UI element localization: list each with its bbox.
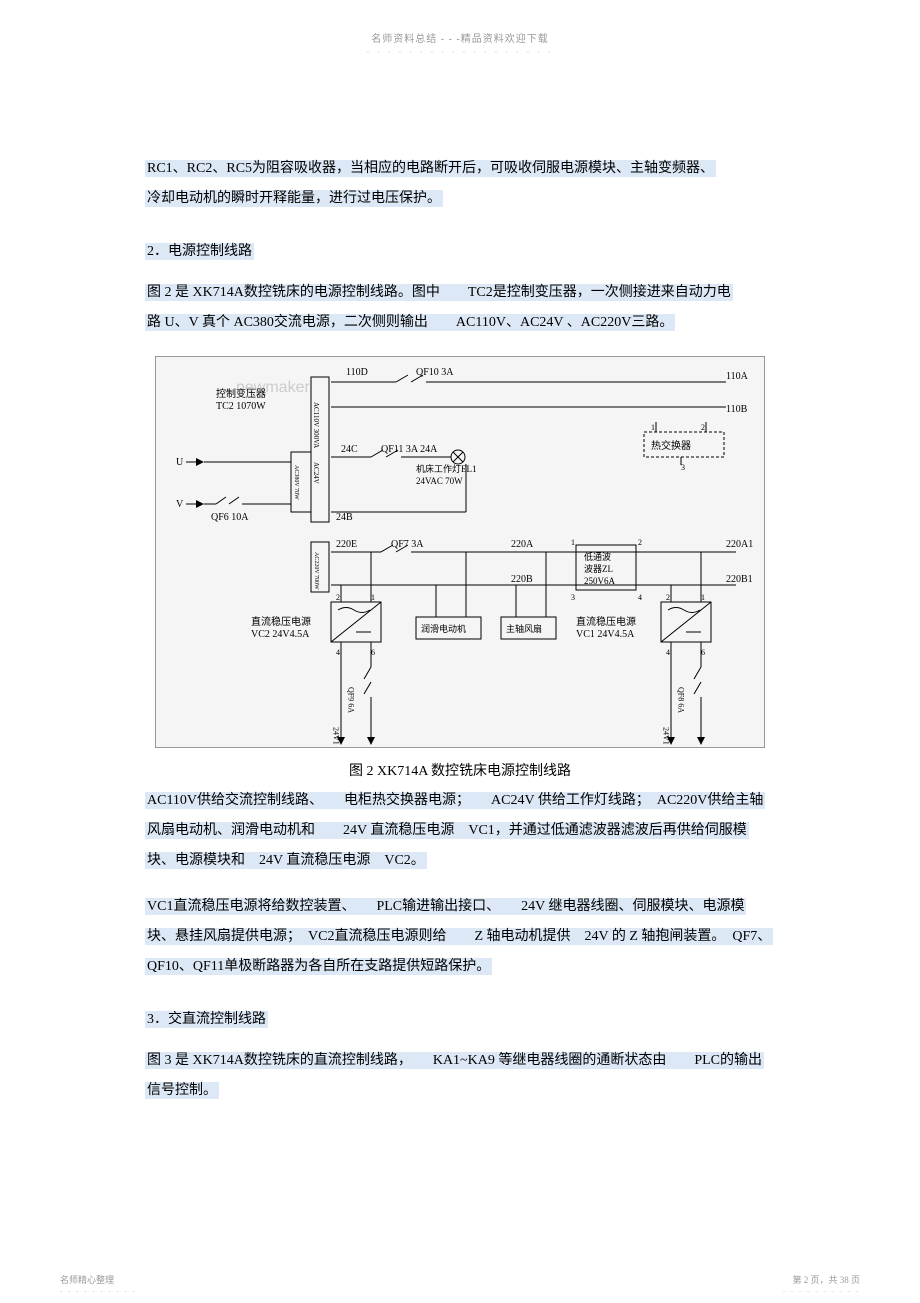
- label-vc2: VC2 24V4.5A: [251, 629, 310, 640]
- paragraph-5: 图 3 是 XK714A数控铣床的直流控制线路， KA1~KA9 等继电器线圈的…: [145, 1048, 775, 1104]
- label-v: V: [176, 499, 184, 510]
- paragraph-4: VC1直流稳压电源将给数控装置、 PLC输进输出接口、 24V 继电器线圈、伺服…: [145, 894, 775, 980]
- label-24v1b: 24V1: [662, 727, 671, 745]
- figure-2-caption: 图 2 XK714A 数控铣床电源控制线路: [145, 760, 775, 780]
- text-line: 3．交直流控制线路: [145, 1011, 268, 1028]
- svg-text:1: 1: [701, 593, 705, 602]
- svg-text:2: 2: [701, 423, 705, 432]
- svg-text:2: 2: [638, 538, 642, 547]
- label-qf9: QF9 6A: [347, 687, 356, 713]
- svg-text:3: 3: [571, 593, 575, 602]
- label-ac380: AC380V 70W: [293, 465, 299, 500]
- label-lowpass2: 波器ZL: [584, 563, 613, 574]
- text-line: RC1、RC2、RC5为阻容吸收器，当相应的电路断开后，可吸收伺服电源模块、主轴…: [145, 160, 716, 177]
- label-ac24v: AC24V: [312, 462, 320, 484]
- svg-text:1: 1: [651, 423, 655, 432]
- label-220B1: 220B1: [726, 574, 753, 585]
- transformer-box: [311, 377, 329, 522]
- label-mainfan: 主轴风扇: [506, 623, 542, 634]
- label-110D: 110D: [346, 367, 368, 378]
- label-220A1: 220A1: [726, 539, 753, 550]
- paragraph-2: 图 2 是 XK714A数控铣床的电源控制线路。图中 TC2是控制变压器，一次侧…: [145, 280, 775, 336]
- text-line: 块、电源模块和 24V 直流稳压电源 VC2。: [145, 852, 427, 869]
- label-ac110v: AC110V 300VA: [312, 402, 320, 448]
- text-line: 信号控制。: [145, 1082, 219, 1099]
- svg-text:4: 4: [666, 648, 670, 657]
- figure-2-diagram: 110D QF10 3A 110A 110B newmaker 控制变压器 TC…: [155, 356, 765, 748]
- label-lubmotor: 润滑电动机: [421, 623, 466, 634]
- label-110A: 110A: [726, 371, 749, 382]
- paragraph-3: AC110V供给交流控制线路、 电柜热交换器电源； AC24V 供给工作灯线路；…: [145, 788, 775, 874]
- header-title: 名师资料总结 - - -精品资料欢迎下载: [0, 0, 920, 45]
- text-line: VC1直流稳压电源将给数控装置、 PLC输进输出接口、 24V 继电器线圈、伺服…: [145, 898, 746, 915]
- svg-text:2: 2: [336, 593, 340, 602]
- label-qf6: QF6 10A: [211, 512, 249, 523]
- text-line: 路 U、V 真个 AC380交流电源，二次侧则输出 AC110V、AC24V 、…: [145, 314, 675, 331]
- label-tc2: TC2 1070W: [216, 401, 266, 412]
- text-line: 图 3 是 XK714A数控铣床的直流控制线路， KA1~KA9 等继电器线圈的…: [145, 1052, 764, 1069]
- label-110B: 110B: [726, 404, 748, 415]
- svg-text:6: 6: [371, 648, 375, 657]
- label-qf11: QF11 3A 24A: [381, 444, 438, 455]
- label-u: U: [176, 457, 184, 468]
- label-24C: 24C: [341, 444, 358, 455]
- label-worklight: 机床工作灯EL1: [416, 463, 477, 474]
- footer-dots-right: - - - - - - - - - -: [783, 1287, 860, 1295]
- paragraph-1: RC1、RC2、RC5为阻容吸收器，当相应的电路断开后，可吸收伺服电源模块、主轴…: [145, 156, 775, 212]
- text-line: 图 2 是 XK714A数控铣床的电源控制线路。图中 TC2是控制变压器，一次侧…: [145, 284, 733, 301]
- svg-text:2: 2: [666, 593, 670, 602]
- label-24v1: 24V1: [332, 727, 341, 745]
- text-line: 风扇电动机、润滑电动机和 24V 直流稳压电源 VC1，并通过低通滤波器滤波后再…: [145, 822, 749, 839]
- label-ctrl-trans: 控制变压器: [216, 387, 266, 400]
- text-line: 冷却电动机的瞬时开释能量，进行过电压保护。: [145, 190, 443, 207]
- svg-text:4: 4: [638, 593, 642, 602]
- svg-text:4: 4: [336, 648, 340, 657]
- text-line: 块、悬挂风扇提供电源； VC2直流稳压电源则给 Z 轴电动机提供 24V 的 Z…: [145, 928, 773, 945]
- label-dcps2: 直流稳压电源: [576, 615, 636, 628]
- circuit-diagram-svg: 110D QF10 3A 110A 110B newmaker 控制变压器 TC…: [156, 357, 766, 749]
- footer-dots-left: - - - - - - - - - -: [60, 1287, 137, 1295]
- svg-text:1: 1: [371, 593, 375, 602]
- text-line: AC110V供给交流控制线路、 电柜热交换器电源； AC24V 供给工作灯线路；…: [145, 792, 765, 809]
- footer-left: 名师精心整理: [60, 1273, 114, 1286]
- figure-2-wrap: 110D QF10 3A 110A 110B newmaker 控制变压器 TC…: [145, 356, 775, 780]
- svg-text:6: 6: [701, 648, 705, 657]
- label-lowpass1: 低通波: [584, 551, 611, 562]
- label-dcps1: 直流稳压电源: [251, 615, 311, 628]
- label-worklight24: 24VAC 70W: [416, 476, 463, 486]
- label-220B: 220B: [511, 574, 533, 585]
- label-qf7: QF7 3A: [391, 539, 424, 550]
- label-heatex: 热交换器: [651, 439, 691, 452]
- page-content: RC1、RC2、RC5为阻容吸收器，当相应的电路断开后，可吸收伺服电源模块、主轴…: [0, 56, 920, 1104]
- section-2-title: 2．电源控制线路: [145, 240, 775, 260]
- label-220E: 220E: [336, 539, 357, 550]
- text-line: 2．电源控制线路: [145, 243, 254, 260]
- header-dots: - - - - - - - - - - - - - - - - - -: [0, 47, 920, 56]
- label-qf8: QF8 6A: [677, 687, 686, 713]
- footer-right: 第 2 页，共 38 页: [792, 1273, 860, 1286]
- svg-text:3: 3: [681, 463, 685, 472]
- svg-text:1: 1: [571, 538, 575, 547]
- label-lowpass3: 250V6A: [584, 576, 615, 586]
- label-ac220: AC220V 700W: [313, 552, 319, 590]
- section-3-title: 3．交直流控制线路: [145, 1008, 775, 1028]
- text-line: QF10、QF11单极断路器为各自所在支路提供短路保护。: [145, 958, 492, 975]
- label-vc1: VC1 24V4.5A: [576, 629, 635, 640]
- label-24B: 24B: [336, 512, 353, 523]
- label-220A: 220A: [511, 539, 534, 550]
- label-qf10: QF10 3A: [416, 367, 454, 378]
